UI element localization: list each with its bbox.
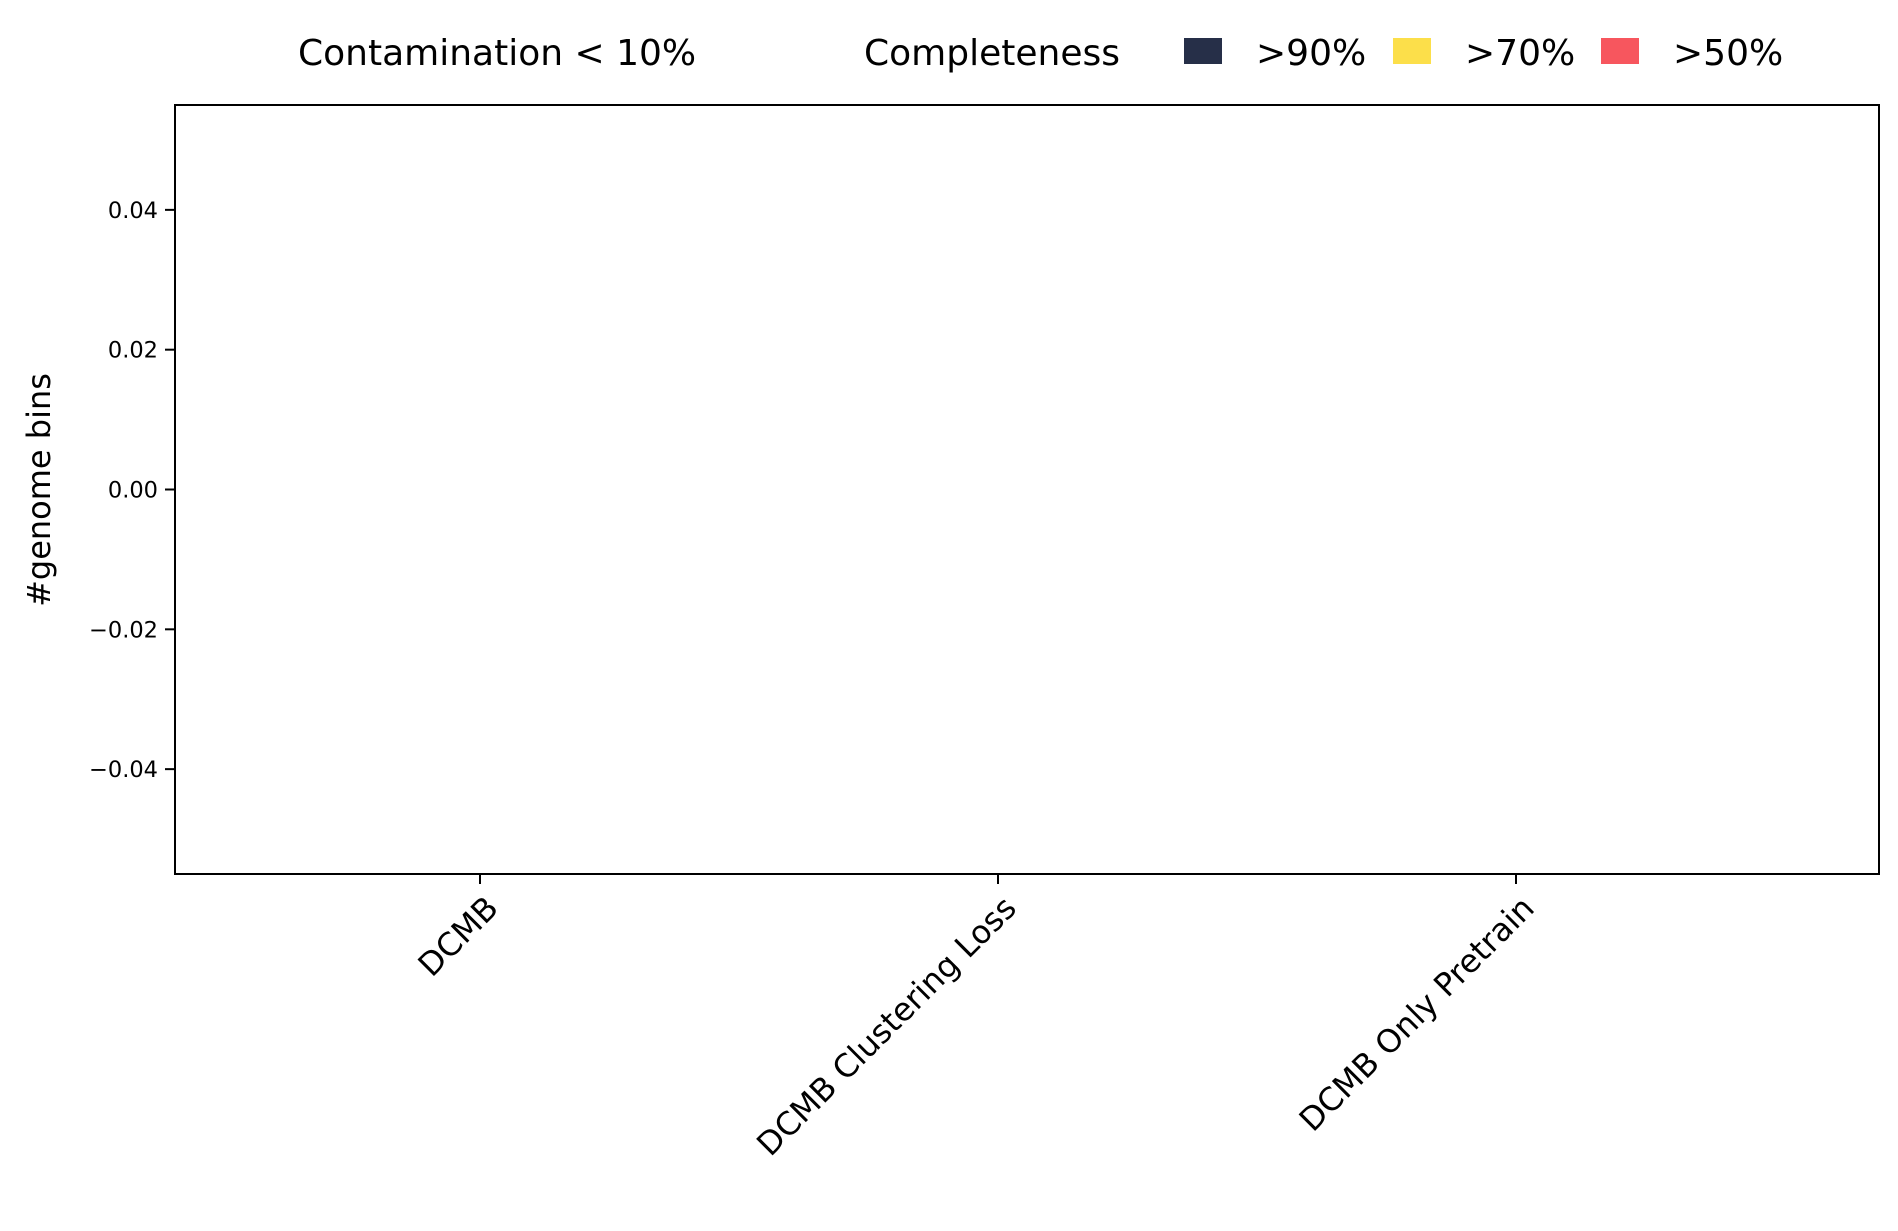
x-tick-label: DCMB Clustering Loss (749, 889, 1023, 1163)
legend-completeness-label: Completeness (864, 33, 1120, 74)
plot-area-frame (174, 104, 1880, 875)
legend-swatch-1 (1184, 38, 1222, 64)
x-axis: DCMB DCMB Clustering Loss DCMB Only Pretra… (411, 874, 1542, 1163)
y-tick-label: 0.04 (108, 198, 158, 224)
legend-entries: >90% >70% >50% (1184, 33, 1783, 74)
legend-label-1: >90% (1256, 33, 1366, 74)
x-tick-label: DCMB (411, 889, 506, 984)
legend-label-2: >70% (1465, 33, 1575, 74)
y-axis: −0.04 −0.02 0.00 0.02 0.04 (89, 198, 175, 783)
legend-contamination-label: Contamination < 10% (298, 33, 696, 74)
y-axis-label: #genome bins (20, 373, 58, 607)
y-tick-label: 0.02 (108, 338, 158, 364)
y-tick-label: 0.00 (108, 478, 158, 504)
legend-label-3: >50% (1673, 33, 1783, 74)
legend: Contamination < 10% Completeness >90% >70… (298, 33, 1783, 74)
y-tick-label: −0.04 (89, 757, 158, 783)
y-tick-label: −0.02 (89, 617, 158, 643)
legend-swatch-2 (1393, 38, 1431, 64)
legend-swatch-3 (1601, 38, 1639, 64)
x-tick-label: DCMB Only Pretrain (1292, 889, 1542, 1139)
